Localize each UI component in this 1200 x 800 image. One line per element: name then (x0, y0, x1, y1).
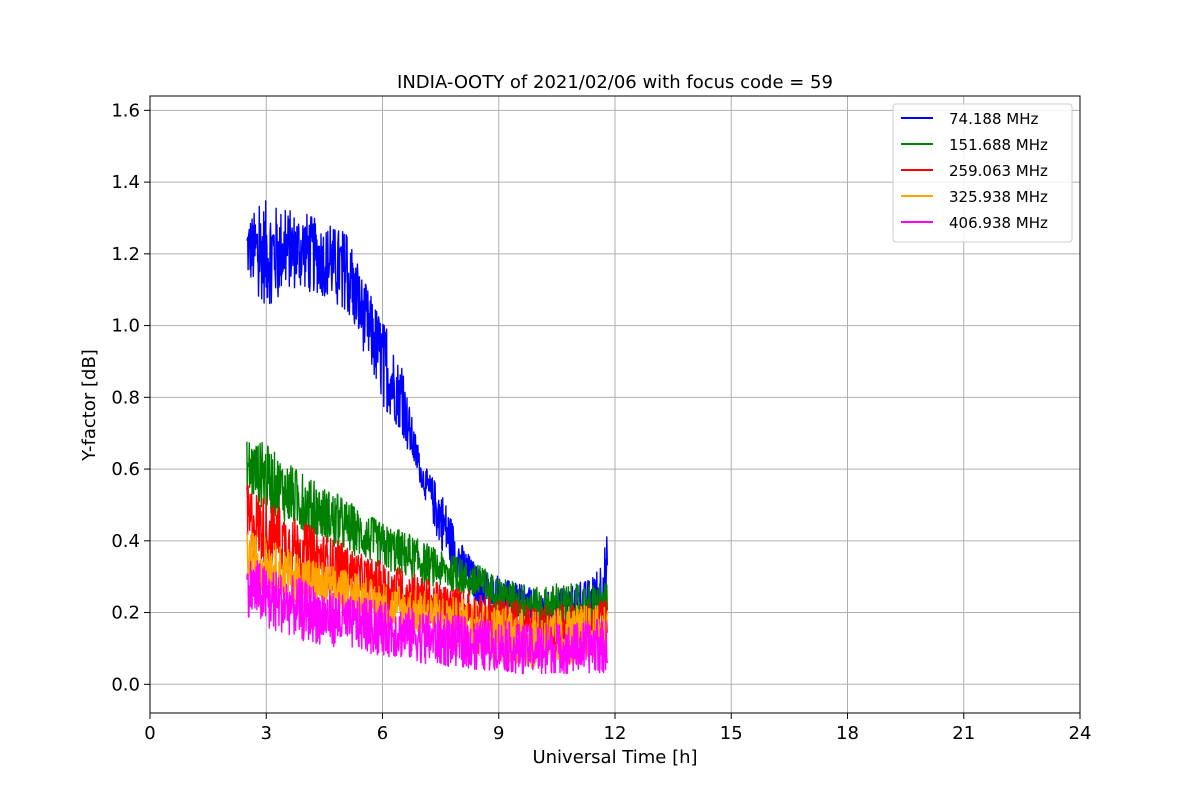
y-tick-label: 1.6 (111, 100, 140, 121)
legend-label: 406.938 MHz (949, 214, 1048, 232)
y-tick-label: 0.6 (111, 459, 140, 480)
y-axis-label: Y-factor [dB] (79, 349, 100, 462)
x-tick-label: 21 (952, 723, 975, 744)
y-tick-label: 0.2 (111, 603, 140, 624)
x-tick-label: 6 (377, 723, 388, 744)
y-tick-label: 0.8 (111, 387, 140, 408)
x-tick-label: 0 (144, 723, 155, 744)
series-line-4 (246, 560, 608, 675)
x-tick-label: 24 (1069, 723, 1092, 744)
x-tick-label: 15 (720, 723, 743, 744)
legend-box (892, 103, 1073, 243)
x-tick-label: 12 (604, 723, 627, 744)
legend-label: 151.688 MHz (949, 136, 1048, 154)
x-tick-label: 9 (493, 723, 504, 744)
x-axis-label: Universal Time [h] (532, 747, 697, 768)
x-tick-label: 18 (836, 723, 859, 744)
chart-title: INDIA-OOTY of 2021/02/06 with focus code… (397, 72, 833, 93)
data-series (246, 200, 608, 675)
y-tick-label: 1.4 (111, 172, 140, 193)
y-tick-label: 0.4 (111, 531, 140, 552)
x-tick-label: 3 (261, 723, 272, 744)
y-tick-label: 1.0 (111, 316, 140, 337)
legend-label: 74.188 MHz (949, 110, 1038, 128)
legend: 74.188 MHz 151.688 MHz 259.063 MHz 325.938 … (892, 103, 1073, 243)
y-axis-ticks: 0.0 0.2 0.4 0.6 0.8 1.0 1.2 1.4 1.6 (111, 100, 150, 695)
y-tick-label: 1.2 (111, 244, 140, 265)
legend-label: 325.938 MHz (949, 188, 1048, 206)
x-axis-ticks: 0 3 6 9 12 15 18 21 24 (144, 713, 1091, 744)
y-tick-label: 0.0 (111, 674, 140, 695)
legend-label: 259.063 MHz (949, 162, 1048, 180)
